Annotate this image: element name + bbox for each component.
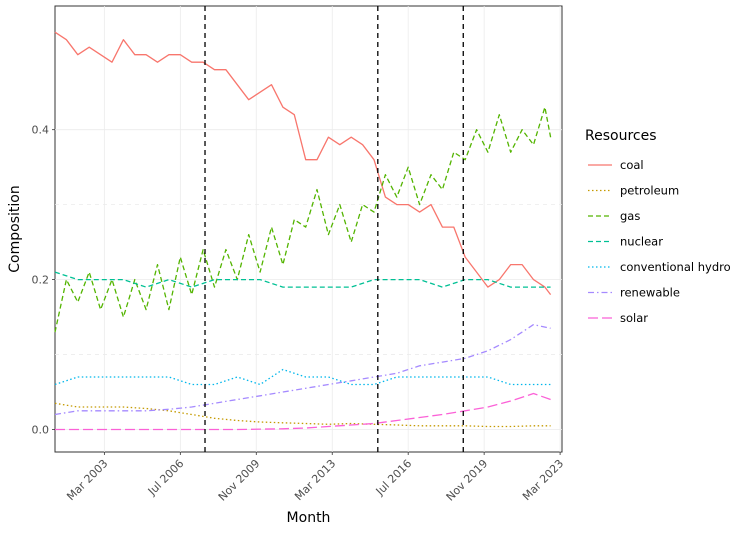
legend-label-conventional-hydro: conventional hydro [620,260,731,274]
reference-lines [204,6,464,452]
x-tick-label: Jul 2006 [145,457,187,499]
series-line-coal [54,31,552,295]
y-tick-label: 0.4 [32,124,50,137]
x-axis-title: Month [287,510,331,526]
x-tick-label: Nov 2019 [444,457,491,504]
x-tick-label: Mar 2023 [520,457,566,503]
series-line-gas [54,106,552,333]
x-tick-label: Jul 2016 [373,457,415,499]
series-line-solar [55,392,551,431]
legend-label-petroleum: petroleum [620,184,679,198]
y-axis-title: Composition [7,185,23,272]
x-tick-label: Nov 2009 [216,457,263,504]
legend-label-nuclear: nuclear [620,235,663,249]
legend-label-gas: gas [620,209,640,223]
x-tick-label: Mar 2013 [292,457,338,503]
legend-label-renewable: renewable [620,286,680,300]
y-tick-label: 0.0 [32,424,50,437]
series-lines [54,31,552,431]
x-tick-label: Mar 2003 [64,457,110,503]
series-line-conventional-hydro [54,368,551,386]
legend-label-coal: coal [620,158,644,172]
y-tick-label: 0.2 [32,274,50,287]
plot-panel [54,5,563,453]
legend-title: Resources [585,128,657,144]
legend: Resources coal petroleum gas nuclear convent… [585,128,731,325]
series-line-nuclear [54,271,551,288]
series-line-renewable [54,323,551,416]
grid [55,6,562,452]
legend-label-solar: solar [620,311,648,325]
